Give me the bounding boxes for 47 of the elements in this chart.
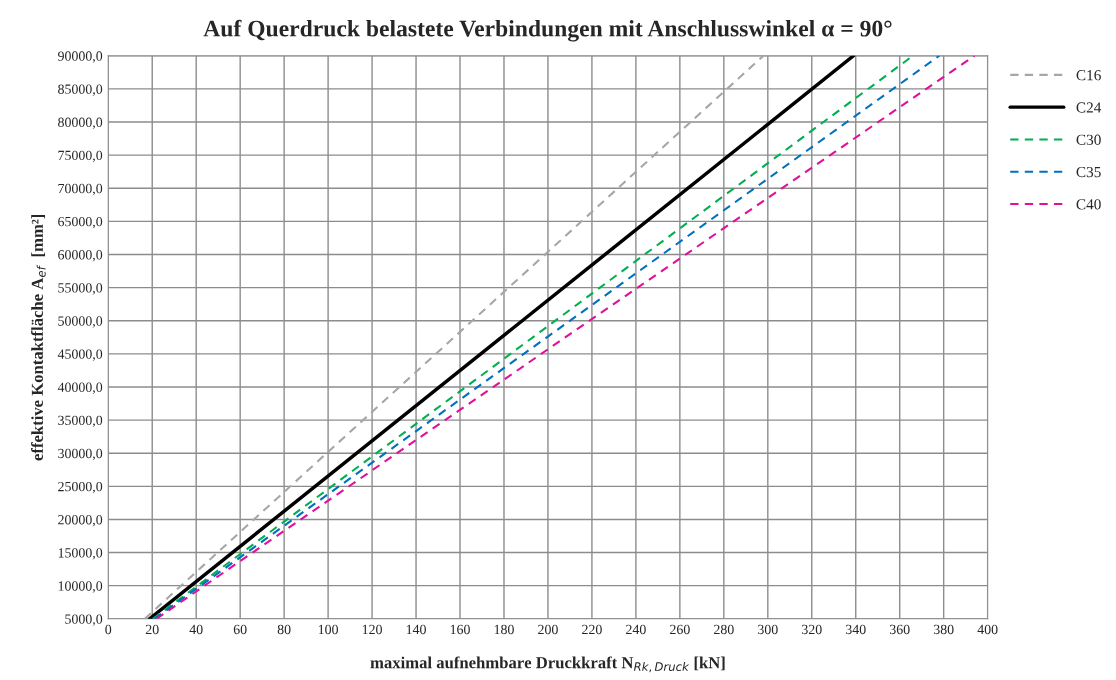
legend-label: C24 (1076, 102, 1102, 113)
x-axis-title: maximal aufnehmbare Druckkraft N$_{Rk,Druck}$ [kN] (370, 656, 725, 673)
y-tick-label: 10000,0 (58, 581, 103, 593)
x-tick-label: 400 (977, 624, 998, 635)
x-tick-label: 200 (538, 624, 558, 635)
y-tick-label: 15000,0 (58, 548, 103, 560)
y-tick-label: 30000,0 (58, 448, 103, 461)
x-tick-label: 140 (406, 624, 426, 635)
legend-label: C16 (1076, 70, 1101, 81)
y-tick-label: 60000,0 (58, 250, 103, 262)
x-tick-label: 0 (105, 624, 112, 635)
x-tick-label: 280 (714, 624, 734, 635)
y-tick-label: 70000,0 (58, 183, 103, 196)
legend-label: C35 (1076, 166, 1101, 178)
x-tick-label: 40 (189, 624, 203, 635)
x-tick-label: 220 (582, 624, 602, 635)
x-tick-label: 240 (626, 624, 646, 635)
y-tick-label: 85000,0 (58, 84, 103, 96)
x-tick-label: 60 (233, 624, 247, 635)
legend-label: C30 (1076, 134, 1101, 145)
x-tick-label: 300 (758, 624, 778, 635)
y-tick-label: 65000,0 (58, 216, 103, 229)
y-axis-title: effektive Kontaktfläche A$_{ef}$ [mm²] (31, 214, 46, 461)
x-tick-label: 320 (802, 624, 822, 635)
x-tick-label: 20 (145, 624, 159, 635)
chart-title: Auf Querdruck belastete Verbindungen mit Anschlusswinkel α = 90° (203, 19, 892, 42)
x-tick-label: 80 (277, 624, 291, 635)
y-tick-label: 80000,0 (58, 117, 103, 129)
y-tick-label: 55000,0 (58, 283, 103, 295)
y-tick-label: 5000,0 (65, 614, 103, 626)
legend-label: C40 (1076, 199, 1101, 210)
x-tick-label: 180 (494, 624, 514, 635)
y-tick-label: 25000,0 (58, 481, 103, 494)
x-tick-label: 160 (450, 624, 470, 635)
x-tick-label: 260 (670, 624, 690, 635)
y-tick-label: 75000,0 (58, 150, 103, 163)
y-tick-label: 50000,0 (58, 316, 103, 328)
y-tick-label: 20000,0 (58, 515, 103, 527)
x-tick-label: 100 (318, 624, 338, 635)
y-tick-label: 45000,0 (57, 349, 103, 361)
y-tick-label: 90000,0 (58, 51, 103, 63)
x-tick-label: 360 (889, 624, 910, 635)
x-tick-label: 340 (846, 624, 866, 635)
y-tick-label: 40000,0 (57, 382, 103, 394)
y-tick-label: 35000,0 (58, 415, 103, 428)
x-tick-label: 120 (362, 624, 382, 635)
x-tick-label: 380 (933, 624, 954, 635)
